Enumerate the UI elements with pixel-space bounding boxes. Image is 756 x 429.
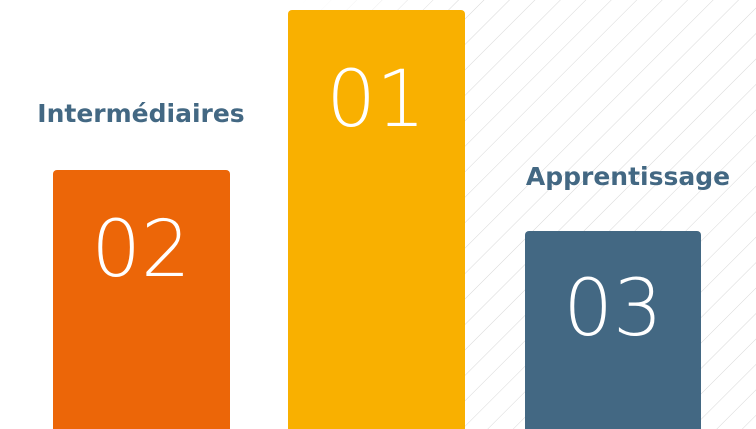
podium-label: Intermédiaires — [37, 99, 244, 128]
podium-bar-second — [53, 170, 230, 429]
podium-bar-third — [525, 231, 701, 429]
podium-bar-first — [288, 10, 465, 429]
podium-label: Apprentissage — [526, 162, 730, 191]
podium-rank: 02 — [91, 205, 190, 295]
podium-rank: 01 — [326, 55, 425, 145]
podium-rank: 03 — [563, 264, 662, 354]
